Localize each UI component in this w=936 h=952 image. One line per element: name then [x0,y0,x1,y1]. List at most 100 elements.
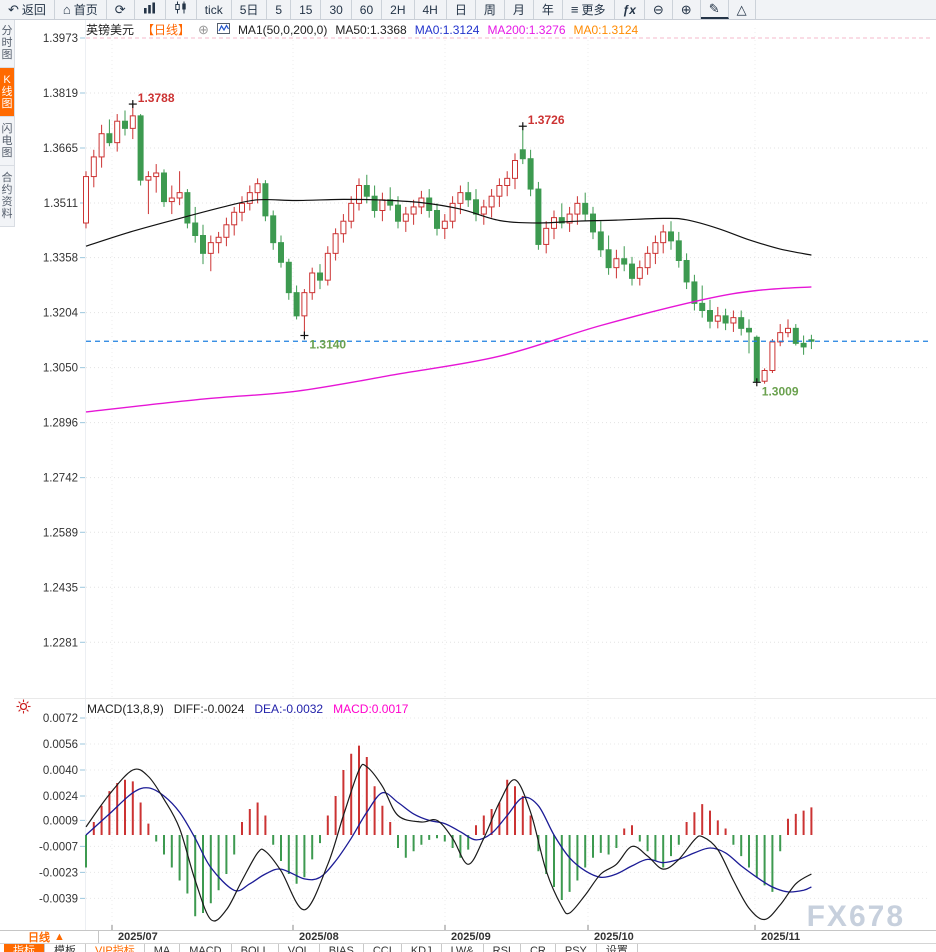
svg-text:0.0040: 0.0040 [43,765,78,777]
candle-body [574,202,581,215]
more-button-label: 更多 [581,2,606,17]
candle-body [714,315,721,322]
mini-line-chart-icon[interactable] [216,22,230,37]
tab-vol[interactable]: VOL [279,944,320,952]
more-button-icon: ≡ [570,1,579,17]
candle-body [691,281,698,304]
x-axis-month-label: 2025/10 [594,931,634,943]
svg-text:0.0056: 0.0056 [43,739,78,751]
period-badge-arrow-icon: ▲ [54,931,65,943]
candle-body [753,336,760,382]
candle-body [785,327,791,334]
tab-vip-indicators[interactable]: VIP指标 [86,944,145,952]
candle-body [613,258,620,269]
bar-chart-button[interactable] [135,0,166,19]
tab-indicators[interactable]: 指标 [4,944,45,952]
candle-body [410,206,417,215]
svg-text:0.0009: 0.0009 [43,815,78,827]
current-period-badge[interactable]: 日线 ▲ [14,931,99,944]
period-4h-button[interactable]: 4H [415,0,447,19]
svg-text:1.2589: 1.2589 [43,527,78,539]
candle-body [660,231,667,244]
candle-body [324,252,331,281]
candle-body [792,327,799,344]
candle-body [340,220,347,235]
candle-body [379,199,386,212]
candle-body [707,310,713,322]
ma50-value: MA50:1.3368 [335,22,407,37]
more-button[interactable]: ≡ 更多 [563,0,615,19]
period-2h-button[interactable]: 2H [382,0,415,19]
period-5d-button[interactable]: 5日 [232,0,268,19]
candle-body [582,202,589,215]
tab-cci[interactable]: CCI [364,944,402,952]
tick-button[interactable]: tick [197,0,232,19]
period-year-button[interactable]: 年 [534,0,563,19]
candle-body [402,213,409,222]
refresh-button[interactable]: ⟳ [107,0,135,19]
period-day-button[interactable]: 日 [447,0,476,19]
candle-body [309,272,316,294]
tab-contract-info[interactable]: 合约资料 [0,166,15,227]
candle-body [301,292,308,317]
period-60-button[interactable]: 60 [352,0,383,19]
zoom-out-button[interactable]: ⊖ [645,0,673,19]
zoom-in-button-icon: ⊕ [680,1,692,17]
candle-body [387,199,394,206]
tab-kline-chart[interactable]: K线图 [0,68,15,117]
tab-rsi[interactable]: RSI [484,944,521,952]
candle-body [519,149,526,160]
period-5-button-label: 5 [275,2,283,17]
tab-time-chart[interactable]: 分时图 [0,19,15,68]
period-5d-button-label: 5日 [239,2,259,17]
draw-button[interactable]: ✎ [700,0,729,19]
tab-kdj[interactable]: KDJ [402,944,442,952]
tab-templates[interactable]: 模板 [45,944,86,952]
period-30-button[interactable]: 30 [321,0,352,19]
candle-body [480,206,487,215]
home-button[interactable]: ⌂ 首页 [55,0,107,19]
period-15-button[interactable]: 15 [291,0,322,19]
fx-button[interactable]: ƒx [615,0,645,19]
tab-cr[interactable]: CR [521,944,556,952]
zoom-in-button[interactable]: ⊕ [673,0,701,19]
period-week-button[interactable]: 周 [476,0,505,19]
period-4h-button-label: 4H [422,2,438,17]
back-button[interactable]: ↶ 返回 [0,0,55,19]
price-annotation: 1.3788 [138,91,175,105]
period-30-button-label: 30 [329,2,343,17]
macd-dea-value: DEA:-0.0032 [254,702,324,716]
candle-body [285,261,292,294]
candle-body [504,177,511,187]
ma200-line [85,286,812,413]
svg-text:-0.0007: -0.0007 [39,841,78,853]
add-compare-icon[interactable]: ⊕ [198,21,209,37]
svg-text:1.2435: 1.2435 [43,582,78,594]
period-5-button[interactable]: 5 [267,0,292,19]
candle-body [395,204,401,222]
x-axis-month-label: 2025/11 [761,931,801,943]
price-annotation: 1.3009 [762,384,799,398]
tab-lwr[interactable]: LW& [442,944,484,952]
candle-chart-button[interactable] [166,0,197,19]
tab-lightning-chart[interactable]: 闪电图 [0,117,15,166]
x-axis-month-label: 2025/07 [118,931,158,943]
tab-boll[interactable]: BOLL [232,944,279,952]
candle-body [356,185,362,204]
tab-settings[interactable]: 设置 [597,944,638,952]
tab-psy[interactable]: PSY [556,944,597,952]
macd-settings-icon[interactable] [16,699,31,719]
tab-ma[interactable]: MA [145,944,181,952]
candle-body [644,252,651,269]
period-2h-button-label: 2H [390,2,406,17]
refresh-button-icon: ⟳ [114,1,126,17]
tab-bias[interactable]: BIAS [320,944,364,952]
tick-button-label: tick [204,2,223,17]
shapes-button[interactable]: △ [729,0,756,19]
candle-body [184,192,191,224]
candle-body [129,115,136,129]
period-month-button[interactable]: 月 [505,0,534,19]
tab-macd[interactable]: MACD [180,944,232,952]
candle-body [106,133,113,144]
